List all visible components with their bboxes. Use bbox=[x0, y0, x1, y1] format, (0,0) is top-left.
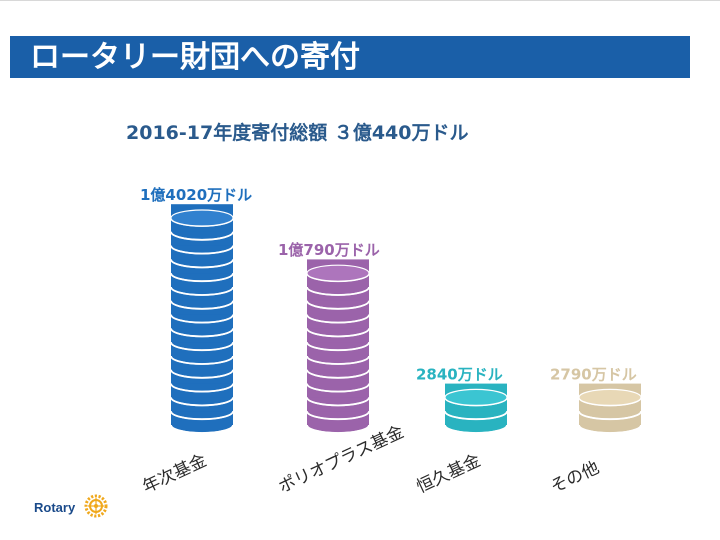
coin-top bbox=[306, 264, 370, 282]
coin-rim bbox=[170, 272, 234, 283]
chart-title: 2016-17年度寄付総額 ３億440万ドル bbox=[126, 121, 468, 144]
coin-rim bbox=[170, 245, 234, 255]
coin-rim bbox=[170, 341, 234, 352]
coin-rim bbox=[306, 328, 370, 338]
coin-rim bbox=[306, 355, 370, 365]
coin-rim bbox=[578, 410, 642, 421]
data-label-1: 1億4020万ドル bbox=[140, 186, 252, 204]
coin-rim bbox=[306, 300, 370, 310]
coin-rim bbox=[578, 424, 642, 434]
coin-top bbox=[578, 388, 642, 406]
category-label-3: 恒久基金 bbox=[414, 451, 484, 498]
coin-rim bbox=[306, 341, 370, 352]
data-label-3: 2840万ドル bbox=[416, 365, 503, 383]
coin-rim bbox=[170, 383, 234, 393]
coin-rim bbox=[306, 397, 370, 407]
data-label-4: 2790万ドル bbox=[550, 365, 637, 383]
coin-rim bbox=[170, 300, 234, 310]
data-label-2: 1億790万ドル bbox=[278, 241, 380, 259]
coin-rim bbox=[170, 286, 234, 296]
coin-rim bbox=[170, 314, 234, 324]
bar-3 bbox=[444, 383, 508, 434]
logo-text: Rotary bbox=[34, 500, 76, 515]
coin-rim bbox=[444, 410, 508, 421]
title-bar: ロータリー財団への寄付 bbox=[10, 36, 690, 78]
coin-rim bbox=[170, 355, 234, 365]
category-label-4: その他 bbox=[548, 458, 603, 498]
bar-4 bbox=[578, 383, 642, 434]
coin-rim bbox=[170, 369, 234, 379]
rotary-wheel-icon bbox=[84, 494, 108, 518]
coin-rim bbox=[170, 328, 234, 338]
coin-rim bbox=[170, 231, 234, 241]
coin-rim bbox=[306, 286, 370, 296]
coin-rim bbox=[306, 383, 370, 393]
top-rule bbox=[0, 0, 720, 1]
bar-1 bbox=[170, 204, 234, 434]
coin-top bbox=[170, 209, 234, 227]
category-label-1: 年次基金 bbox=[140, 451, 210, 498]
coin-rim bbox=[306, 424, 370, 434]
coin-rim bbox=[306, 314, 370, 324]
slide-title: ロータリー財団への寄付 bbox=[30, 40, 360, 75]
coin-rim bbox=[444, 424, 508, 434]
coin-rim bbox=[170, 410, 234, 421]
coin-rim bbox=[170, 397, 234, 407]
coin-rim bbox=[170, 259, 234, 269]
bar-2 bbox=[306, 259, 370, 434]
coin-rim bbox=[170, 424, 234, 434]
coin-rim bbox=[306, 369, 370, 379]
coin-top bbox=[444, 388, 508, 406]
coin-rim bbox=[306, 410, 370, 421]
